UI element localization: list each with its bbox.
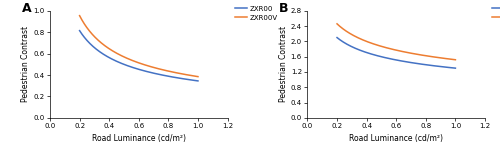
ZXR00	[147, 71, 153, 73]
Line: ZXR00V: ZXR00V	[80, 16, 198, 77]
ZXR00V	[452, 59, 458, 61]
ZXR00V	[434, 56, 440, 58]
ZXR00	[434, 65, 440, 67]
ZXR00	[406, 61, 412, 63]
Y-axis label: Pedestrian Contrast: Pedestrian Contrast	[22, 26, 30, 102]
Line: ZXR00: ZXR00	[80, 31, 198, 81]
ZXR00V	[176, 72, 182, 74]
ZXR00V	[77, 16, 83, 17]
ZXR00	[334, 37, 340, 38]
ZXR00	[442, 66, 448, 68]
ZXR00	[184, 78, 190, 80]
Y-axis label: Pedestrian Contrast: Pedestrian Contrast	[279, 26, 288, 102]
ZXR00V	[146, 65, 152, 67]
ZXR00	[77, 30, 83, 32]
ZXR00V	[404, 52, 410, 53]
ZXR00V	[76, 15, 82, 17]
Text: A: A	[22, 2, 31, 15]
ZXR00V	[184, 74, 190, 76]
Legend: ZXR00, ZXR00V: ZXR00, ZXR00V	[234, 6, 278, 21]
X-axis label: Road Luminance (cd/m²): Road Luminance (cd/m²)	[92, 133, 186, 142]
Line: ZXR00: ZXR00	[337, 38, 456, 68]
ZXR00V	[406, 52, 412, 54]
ZXR00	[149, 72, 155, 74]
ZXR00V	[334, 23, 340, 25]
ZXR00	[76, 30, 82, 32]
ZXR00	[404, 61, 410, 63]
Line: ZXR00V: ZXR00V	[337, 24, 456, 60]
ZXR00V	[442, 58, 448, 59]
X-axis label: Road Luminance (cd/m²): Road Luminance (cd/m²)	[349, 133, 443, 142]
ZXR00V	[404, 51, 410, 53]
ZXR00	[334, 37, 340, 39]
ZXR00V	[195, 76, 201, 78]
ZXR00	[404, 61, 410, 63]
ZXR00V	[147, 66, 153, 67]
Text: B: B	[279, 2, 288, 15]
ZXR00	[452, 67, 458, 69]
ZXR00	[176, 77, 182, 79]
Legend: ZXR00, ZXR00V: ZXR00, ZXR00V	[492, 6, 500, 21]
ZXR00	[146, 71, 152, 73]
ZXR00V	[334, 23, 340, 25]
ZXR00V	[149, 66, 155, 68]
ZXR00	[195, 80, 201, 82]
